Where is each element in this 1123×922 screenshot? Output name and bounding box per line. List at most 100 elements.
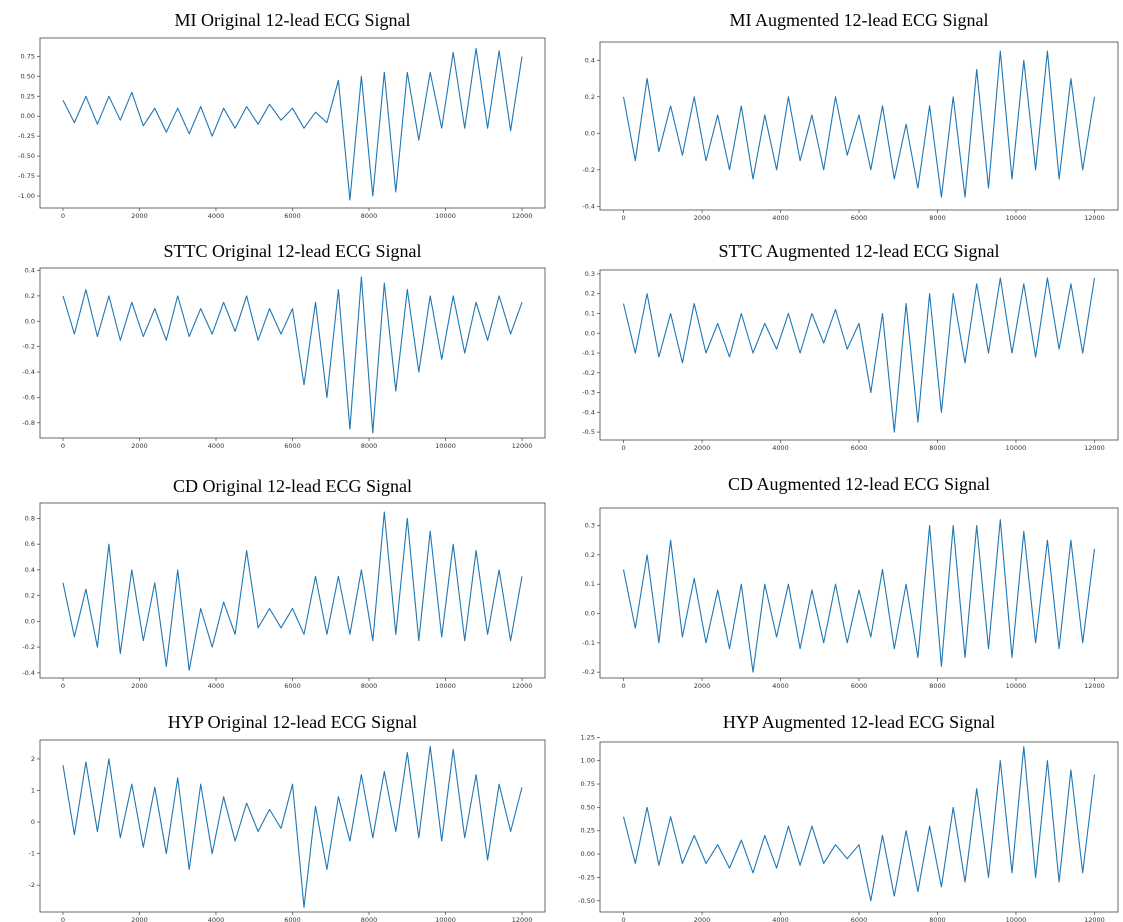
plot-frame bbox=[599, 507, 1119, 679]
y-tick-label: 0.0 bbox=[25, 617, 35, 625]
x-tick-label: 0 bbox=[61, 442, 65, 450]
plot-frame bbox=[39, 739, 546, 913]
y-tick-label: 0.3 bbox=[585, 270, 595, 278]
chart-title: HYP Original 12-lead ECG Signal bbox=[168, 712, 417, 732]
x-tick-label: 2000 bbox=[131, 212, 148, 220]
x-tick-label: 0 bbox=[61, 212, 65, 220]
y-tick-label: 0.6 bbox=[25, 540, 35, 548]
y-tick-label: 0.0 bbox=[25, 317, 35, 325]
y-tick-label: 1.25 bbox=[581, 733, 595, 741]
x-tick-label: 4000 bbox=[772, 214, 789, 222]
signal-line bbox=[622, 746, 1096, 902]
x-tick-label: 8000 bbox=[361, 682, 378, 690]
y-tick-label: -0.2 bbox=[582, 369, 595, 377]
x-tick-label: 4000 bbox=[208, 682, 225, 690]
y-tick-label: 0.4 bbox=[25, 566, 35, 574]
y-tick-label: 2 bbox=[31, 755, 35, 763]
y-tick-label: 0.8 bbox=[25, 514, 35, 522]
y-tick-label: -1 bbox=[29, 850, 35, 858]
x-tick-label: 2000 bbox=[131, 442, 148, 450]
x-tick-label: 4000 bbox=[208, 916, 225, 922]
x-tick-label: 12000 bbox=[512, 442, 533, 450]
y-tick-label: 1 bbox=[31, 786, 35, 794]
y-tick-label: -0.6 bbox=[22, 393, 35, 401]
x-tick-label: 10000 bbox=[435, 442, 456, 450]
chart-title: STTC Original 12-lead ECG Signal bbox=[164, 241, 422, 261]
y-tick-label: 0.75 bbox=[581, 780, 595, 788]
x-tick-label: 6000 bbox=[851, 682, 868, 690]
x-tick-label: 12000 bbox=[512, 212, 533, 220]
x-tick-label: 6000 bbox=[284, 916, 301, 922]
plot-frame bbox=[39, 37, 546, 209]
x-tick-label: 2000 bbox=[131, 916, 148, 922]
signal-line bbox=[622, 50, 1096, 198]
x-tick-label: 8000 bbox=[361, 916, 378, 922]
x-tick-label: 6000 bbox=[284, 682, 301, 690]
y-tick-label: 0.2 bbox=[585, 93, 595, 101]
y-tick-label: 0.0 bbox=[585, 129, 595, 137]
x-tick-label: 2000 bbox=[131, 682, 148, 690]
x-tick-label: 4000 bbox=[208, 212, 225, 220]
x-tick-label: 2000 bbox=[694, 444, 711, 452]
x-tick-label: 4000 bbox=[772, 916, 789, 922]
plot-frame bbox=[39, 502, 546, 679]
x-tick-label: 12000 bbox=[1084, 682, 1105, 690]
y-tick-label: 0.4 bbox=[25, 267, 35, 275]
y-tick-label: -0.1 bbox=[582, 639, 595, 647]
y-tick-label: 0.75 bbox=[21, 52, 35, 60]
x-tick-label: 8000 bbox=[929, 214, 946, 222]
y-tick-label: 0.00 bbox=[581, 850, 595, 858]
chart-title: MI Augmented 12-lead ECG Signal bbox=[730, 10, 989, 30]
x-tick-label: 8000 bbox=[929, 444, 946, 452]
y-tick-label: -0.50 bbox=[18, 152, 35, 160]
y-tick-label: 0.2 bbox=[585, 551, 595, 559]
x-tick-label: 0 bbox=[621, 214, 625, 222]
y-tick-label: -0.50 bbox=[578, 897, 595, 905]
x-tick-label: 12000 bbox=[1084, 444, 1105, 452]
y-tick-label: 0.25 bbox=[21, 92, 35, 100]
y-tick-label: 0.0 bbox=[585, 610, 595, 618]
y-tick-label: 0.4 bbox=[585, 56, 595, 64]
y-tick-label: 0.2 bbox=[25, 292, 35, 300]
x-tick-label: 10000 bbox=[435, 916, 456, 922]
plot-frame bbox=[39, 267, 546, 439]
x-tick-label: 0 bbox=[621, 916, 625, 922]
chart-title: STTC Augmented 12-lead ECG Signal bbox=[719, 241, 1000, 261]
x-tick-label: 10000 bbox=[435, 212, 456, 220]
y-tick-label: -0.25 bbox=[18, 132, 35, 140]
y-tick-label: -2 bbox=[29, 881, 35, 889]
chart-title: HYP Augmented 12-lead ECG Signal bbox=[723, 712, 995, 732]
y-tick-label: -0.2 bbox=[582, 166, 595, 174]
y-tick-label: -0.4 bbox=[22, 669, 35, 677]
x-tick-label: 12000 bbox=[512, 682, 533, 690]
y-tick-label: 0.25 bbox=[581, 827, 595, 835]
y-tick-label: 0 bbox=[31, 818, 35, 826]
x-tick-label: 10000 bbox=[1006, 214, 1027, 222]
x-tick-label: 8000 bbox=[361, 442, 378, 450]
x-tick-label: 6000 bbox=[284, 212, 301, 220]
x-tick-label: 12000 bbox=[512, 916, 533, 922]
y-tick-label: -0.25 bbox=[578, 873, 595, 881]
y-tick-label: 0.50 bbox=[581, 803, 595, 811]
x-tick-label: 4000 bbox=[772, 444, 789, 452]
x-tick-label: 2000 bbox=[694, 682, 711, 690]
x-tick-label: 10000 bbox=[1006, 916, 1027, 922]
x-tick-label: 0 bbox=[621, 444, 625, 452]
y-tick-label: 0.3 bbox=[585, 522, 595, 530]
y-tick-label: -0.8 bbox=[22, 419, 35, 427]
y-tick-label: 0.1 bbox=[585, 580, 595, 588]
chart-title: MI Original 12-lead ECG Signal bbox=[175, 10, 411, 30]
y-tick-label: 0.2 bbox=[585, 290, 595, 298]
y-tick-label: -0.1 bbox=[582, 349, 595, 357]
x-tick-label: 12000 bbox=[1084, 214, 1105, 222]
y-tick-label: -0.2 bbox=[582, 668, 595, 676]
x-tick-label: 8000 bbox=[361, 212, 378, 220]
y-tick-label: 0.1 bbox=[585, 309, 595, 317]
x-tick-label: 6000 bbox=[851, 916, 868, 922]
x-tick-label: 2000 bbox=[694, 916, 711, 922]
x-tick-label: 6000 bbox=[851, 214, 868, 222]
x-tick-label: 10000 bbox=[1006, 444, 1027, 452]
y-tick-label: -1.00 bbox=[18, 192, 35, 200]
x-tick-label: 0 bbox=[61, 916, 65, 922]
signal-line bbox=[622, 519, 1096, 673]
